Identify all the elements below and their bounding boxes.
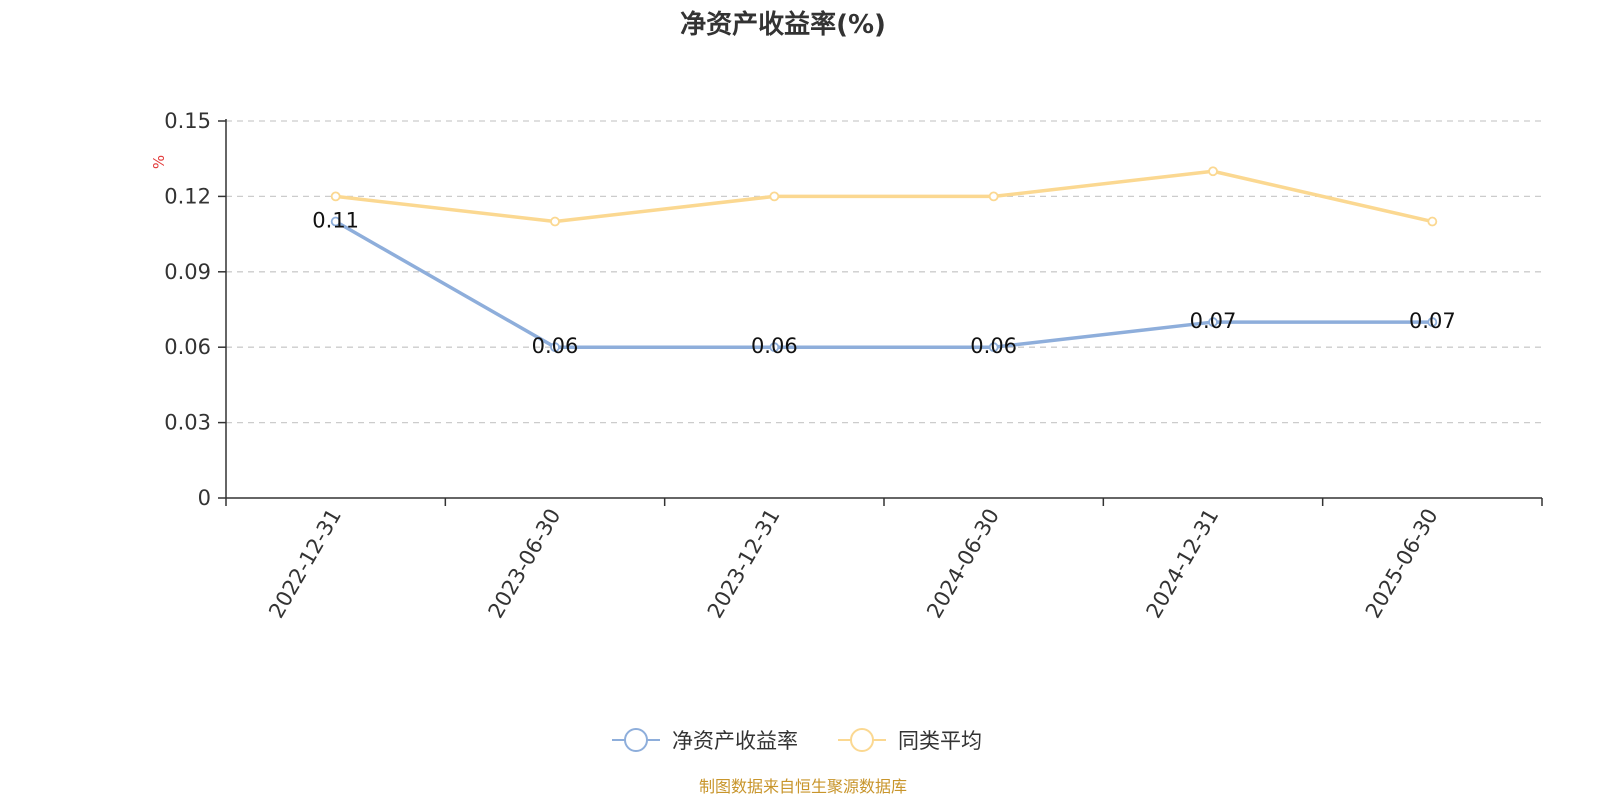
axes: 0 0.03 0.06 0.09 0.12 0.15 2022-12-31 2023-06-3… xyxy=(164,109,1543,623)
data-labels: 0.11 0.06 0.06 0.06 0.07 0.07 xyxy=(312,209,1455,359)
data-point-roe[interactable] xyxy=(1208,317,1218,327)
x-tick-label: 2025-06-30 xyxy=(1361,505,1443,623)
data-point-roe[interactable] xyxy=(1427,317,1438,327)
y-axis-unit-label: % xyxy=(150,155,168,169)
data-label: 0.07 xyxy=(1190,309,1237,333)
legend-label-peer-average: 同类平均 xyxy=(898,729,982,753)
data-point-peer-average[interactable] xyxy=(769,191,780,202)
x-tick-label: 2024-12-31 xyxy=(1142,505,1224,623)
source-note: 制图数据来自恒生聚源数据库 xyxy=(699,777,907,796)
data-point-roe[interactable] xyxy=(769,342,780,353)
data-label: 0.06 xyxy=(751,334,798,358)
legend-item-peer-average[interactable]: 同类平均 xyxy=(838,728,982,753)
data-point-peer-average[interactable] xyxy=(550,216,560,227)
y-tick-label: 0 xyxy=(198,486,211,510)
x-tick-label: 2022-12-31 xyxy=(264,505,346,623)
legend-label-roe: 净资产收益率 xyxy=(672,729,798,753)
data-point-roe[interactable] xyxy=(550,342,560,353)
data-point-peer-average[interactable] xyxy=(1427,216,1438,227)
data-label: 0.06 xyxy=(532,334,579,358)
data-point-roe[interactable] xyxy=(988,342,999,353)
series-line-roe xyxy=(334,220,1433,349)
x-tick-label: 2023-12-31 xyxy=(703,505,785,623)
y-tick-label: 0.06 xyxy=(164,335,211,359)
data-label: 0.07 xyxy=(1409,309,1456,333)
data-point-roe[interactable] xyxy=(330,216,341,227)
chart-title: 净资产收益率(%) xyxy=(680,9,886,40)
legend[interactable]: 净资产收益率 同类平均 xyxy=(612,728,982,753)
series-line-peer-average xyxy=(335,169,1433,224)
data-point-peer-average[interactable] xyxy=(988,191,999,202)
y-tick-label: 0.09 xyxy=(164,260,211,284)
y-tick-label: 0.03 xyxy=(164,411,211,435)
x-tick-label: 2024-06-30 xyxy=(922,505,1004,623)
legend-item-roe[interactable]: 净资产收益率 xyxy=(612,728,798,753)
data-label: 0.06 xyxy=(970,334,1017,358)
series-lines xyxy=(330,166,1438,353)
legend-marker-peer-average xyxy=(850,728,874,752)
y-tick-label: 0.15 xyxy=(164,109,211,133)
data-label: 0.11 xyxy=(312,209,359,233)
x-tick-label: 2023-06-30 xyxy=(484,505,566,623)
y-tick-label: 0.12 xyxy=(164,184,211,208)
data-point-peer-average[interactable] xyxy=(330,191,341,202)
data-point-peer-average[interactable] xyxy=(1208,166,1218,177)
legend-marker-roe xyxy=(624,728,648,752)
